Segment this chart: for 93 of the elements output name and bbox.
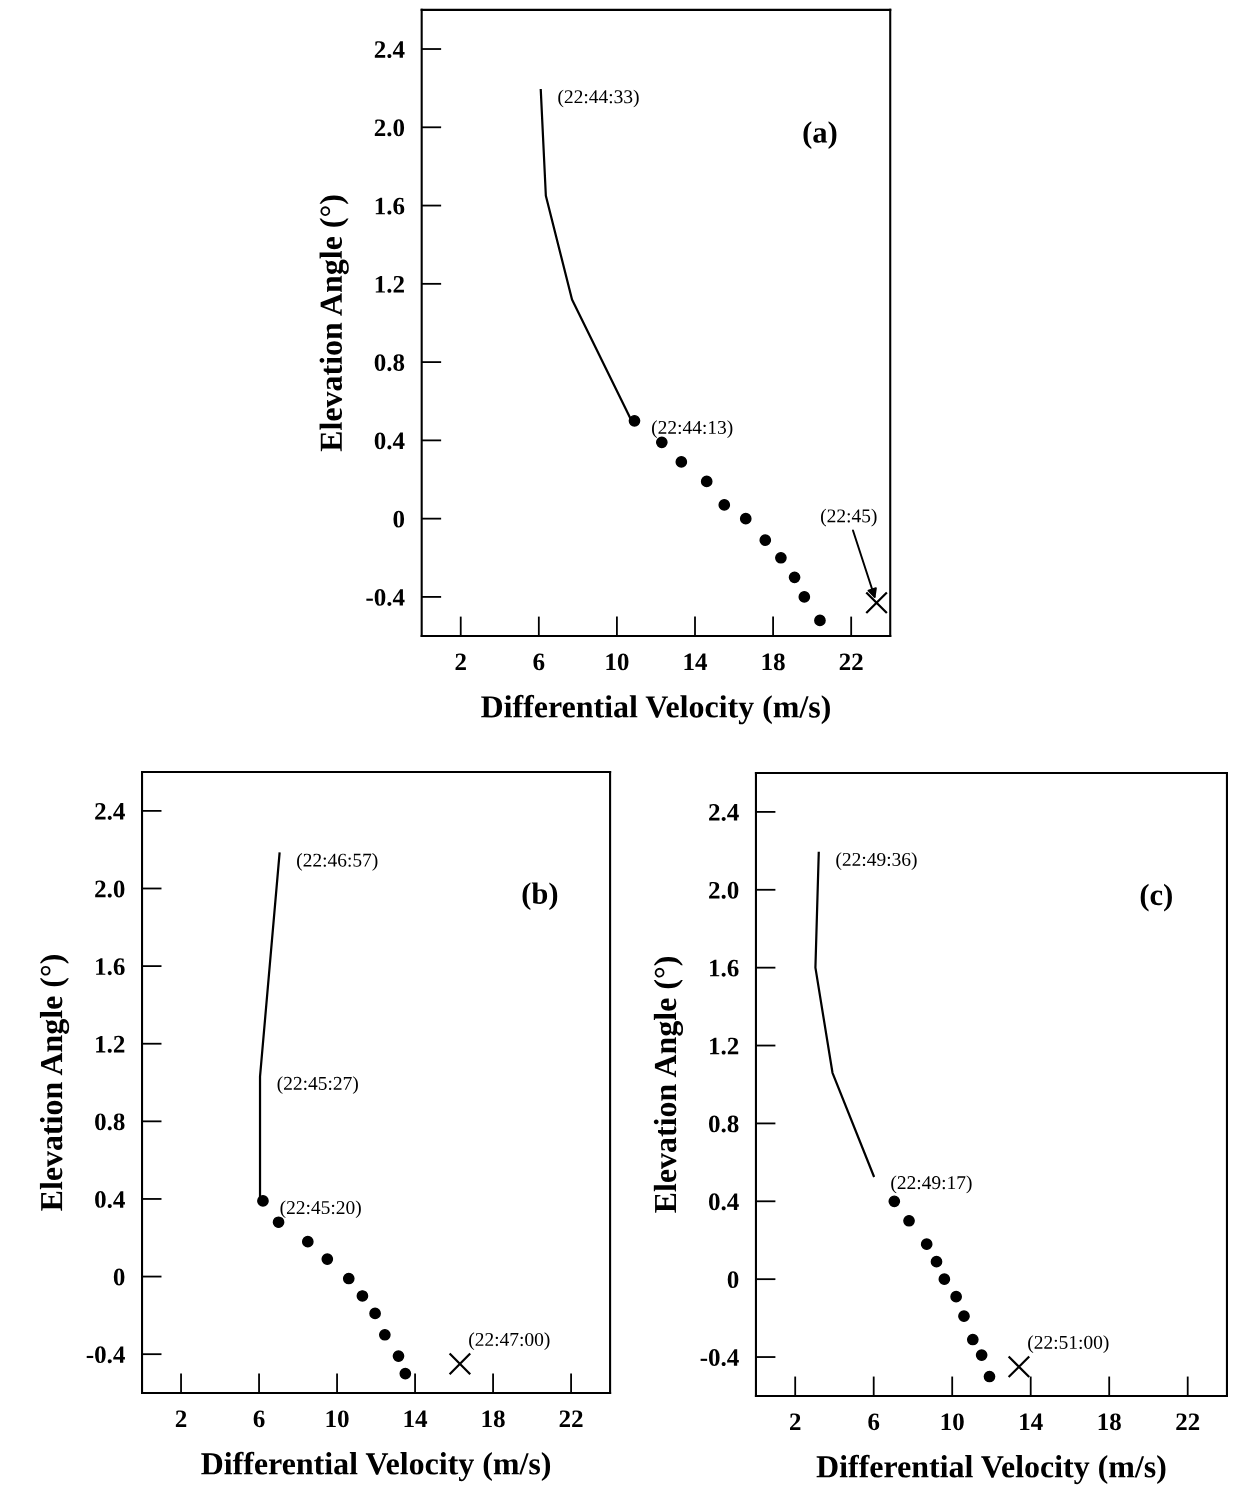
y-axis-title: Elevation Angle (°): [653, 957, 684, 1213]
x-tick-label: 2: [175, 1410, 187, 1427]
point: [272, 1216, 285, 1229]
x-tick-label: 6: [868, 1413, 880, 1431]
annotation: (22:45): [821, 508, 877, 527]
y-tick-label: 1.2: [96, 1035, 125, 1053]
annotation: (22:44:13): [652, 420, 733, 438]
point: [257, 1195, 269, 1207]
y-tick-label: 2.0: [374, 119, 405, 137]
annotation: (22:47:00): [469, 1332, 550, 1350]
point: [865, 591, 888, 615]
point: [321, 1253, 334, 1265]
y-tick-label: 2.4: [95, 803, 125, 820]
point: [700, 475, 713, 488]
point: [369, 1307, 381, 1320]
y-tick-label: 0.4: [708, 1193, 739, 1211]
x-tick-label: 6: [533, 653, 545, 671]
y-tick-label: 1.6: [375, 197, 405, 215]
y-tick-label: -0.4: [86, 1346, 125, 1364]
text: (b): [522, 882, 558, 911]
y-tick-label: 0.8: [374, 354, 405, 372]
point: [399, 1367, 412, 1380]
x-tick-label: 10: [606, 653, 629, 671]
x-tick-label: 22: [839, 653, 863, 671]
y-tick-label: 0: [393, 510, 405, 528]
point: [903, 1214, 915, 1227]
point: [975, 1349, 988, 1361]
point: [739, 512, 752, 525]
y-axis-title: Elevation Angle (°): [39, 955, 70, 1211]
point: [798, 591, 811, 603]
point: [718, 499, 731, 511]
annotation: (22:45:27): [277, 1076, 358, 1094]
point: [759, 534, 772, 547]
x-tick-label: 2: [790, 1413, 801, 1430]
x-axis-title: Differential Velocity (m/s): [816, 1454, 1166, 1485]
point: [356, 1290, 369, 1302]
point: [966, 1333, 979, 1346]
point: [930, 1255, 943, 1268]
y-tick-label: 2.0: [95, 880, 125, 898]
x-tick-label: 18: [482, 1410, 505, 1428]
x-tick-label: 6: [253, 1410, 265, 1428]
point: [983, 1370, 996, 1383]
point: [814, 614, 826, 627]
annotation: (22:49:17): [891, 1175, 972, 1194]
y-tick-label: 2.4: [374, 41, 405, 59]
point: [920, 1238, 933, 1250]
point: [675, 456, 688, 468]
y-tick-label: 0.4: [374, 432, 405, 450]
y-tick-label: 0.8: [95, 1113, 125, 1131]
y-tick-label: 2.0: [709, 881, 739, 899]
x-tick-label: 22: [559, 1410, 583, 1427]
point: [448, 1352, 472, 1376]
annotation: (22:44:33): [558, 89, 639, 108]
y-tick-label: 1.2: [375, 275, 404, 293]
point: [788, 571, 801, 584]
point: [938, 1273, 951, 1286]
x-tick-label: 18: [1098, 1413, 1121, 1431]
y-tick-label: 1.6: [710, 959, 739, 977]
y-tick-label: 0: [727, 1271, 739, 1289]
y-axis-title: Elevation Angle (°): [319, 195, 349, 452]
annotation: (22:51:00): [1028, 1335, 1109, 1353]
x-tick-label: 18: [762, 653, 785, 671]
x-tick-label: 10: [326, 1410, 349, 1428]
y-tick-label: -0.4: [366, 588, 405, 606]
point: [958, 1310, 970, 1323]
point: [888, 1195, 901, 1208]
y-tick-label: 1.2: [710, 1037, 739, 1055]
x-tick-label: 22: [1176, 1413, 1200, 1430]
x-tick-label: 14: [1020, 1413, 1043, 1430]
y-tick-label: -0.4: [700, 1349, 739, 1367]
x-axis-title: Differential Velocity (m/s): [201, 1451, 551, 1482]
y-tick-label: 0: [113, 1268, 125, 1286]
y-tick-label: 2.4: [709, 804, 739, 821]
text: (a): [803, 121, 837, 149]
x-tick-label: 14: [404, 1410, 428, 1427]
point: [950, 1290, 962, 1303]
y-tick-label: 1.6: [96, 958, 125, 976]
x-tick-label: 14: [684, 653, 708, 671]
point: [301, 1235, 314, 1248]
point: [342, 1272, 355, 1285]
point: [775, 551, 787, 564]
text: (c): [1140, 883, 1172, 912]
x-tick-label: 10: [941, 1413, 964, 1431]
annotation: (22:46:57): [297, 853, 378, 871]
annotation: (22:49:36): [836, 852, 917, 870]
point: [628, 414, 641, 427]
x-tick-label: 2: [455, 653, 466, 671]
y-tick-label: 0.4: [95, 1191, 125, 1208]
annotation: (22:45:20): [280, 1200, 361, 1219]
point: [378, 1328, 391, 1341]
point: [392, 1350, 405, 1362]
y-tick-label: 0.8: [708, 1115, 739, 1133]
x-axis-title: Differential Velocity (m/s): [481, 694, 830, 725]
